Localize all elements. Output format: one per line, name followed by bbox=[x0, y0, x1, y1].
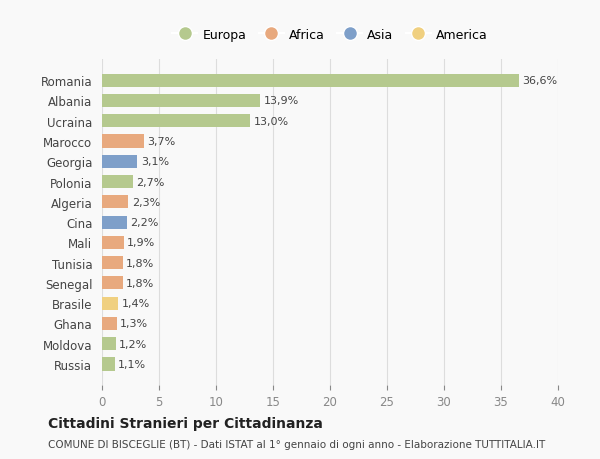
Text: 1,4%: 1,4% bbox=[121, 298, 149, 308]
Text: 13,9%: 13,9% bbox=[264, 96, 299, 106]
Text: 1,1%: 1,1% bbox=[118, 359, 146, 369]
Text: 36,6%: 36,6% bbox=[523, 76, 558, 86]
Bar bbox=[102, 257, 122, 269]
Text: 1,8%: 1,8% bbox=[126, 258, 154, 268]
Bar bbox=[102, 135, 144, 148]
Bar bbox=[102, 74, 519, 88]
Bar bbox=[102, 358, 115, 371]
Bar bbox=[102, 216, 127, 229]
Bar bbox=[102, 196, 128, 209]
Text: 2,2%: 2,2% bbox=[131, 218, 159, 228]
Bar bbox=[102, 176, 133, 189]
Text: 2,7%: 2,7% bbox=[136, 177, 164, 187]
Bar bbox=[102, 317, 117, 330]
Text: 1,2%: 1,2% bbox=[119, 339, 148, 349]
Bar bbox=[102, 95, 260, 108]
Text: 2,3%: 2,3% bbox=[131, 197, 160, 207]
Text: Cittadini Stranieri per Cittadinanza: Cittadini Stranieri per Cittadinanza bbox=[48, 416, 323, 430]
Text: 13,0%: 13,0% bbox=[254, 117, 289, 127]
Text: 3,7%: 3,7% bbox=[148, 137, 176, 147]
Text: 1,3%: 1,3% bbox=[120, 319, 148, 329]
Bar bbox=[102, 156, 137, 168]
Text: COMUNE DI BISCEGLIE (BT) - Dati ISTAT al 1° gennaio di ogni anno - Elaborazione : COMUNE DI BISCEGLIE (BT) - Dati ISTAT al… bbox=[48, 440, 545, 449]
Text: 3,1%: 3,1% bbox=[141, 157, 169, 167]
Bar bbox=[102, 337, 116, 351]
Text: 1,9%: 1,9% bbox=[127, 238, 155, 248]
Bar bbox=[102, 297, 118, 310]
Bar bbox=[102, 236, 124, 249]
Bar bbox=[102, 115, 250, 128]
Text: 1,8%: 1,8% bbox=[126, 278, 154, 288]
Bar bbox=[102, 277, 122, 290]
Legend: Europa, Africa, Asia, America: Europa, Africa, Asia, America bbox=[167, 23, 493, 46]
